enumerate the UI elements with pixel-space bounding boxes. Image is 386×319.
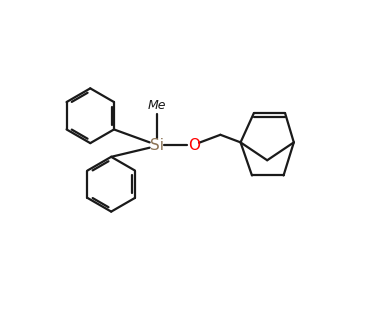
Text: Si: Si	[150, 137, 164, 152]
Text: O: O	[188, 137, 200, 152]
Text: Me: Me	[147, 99, 166, 112]
